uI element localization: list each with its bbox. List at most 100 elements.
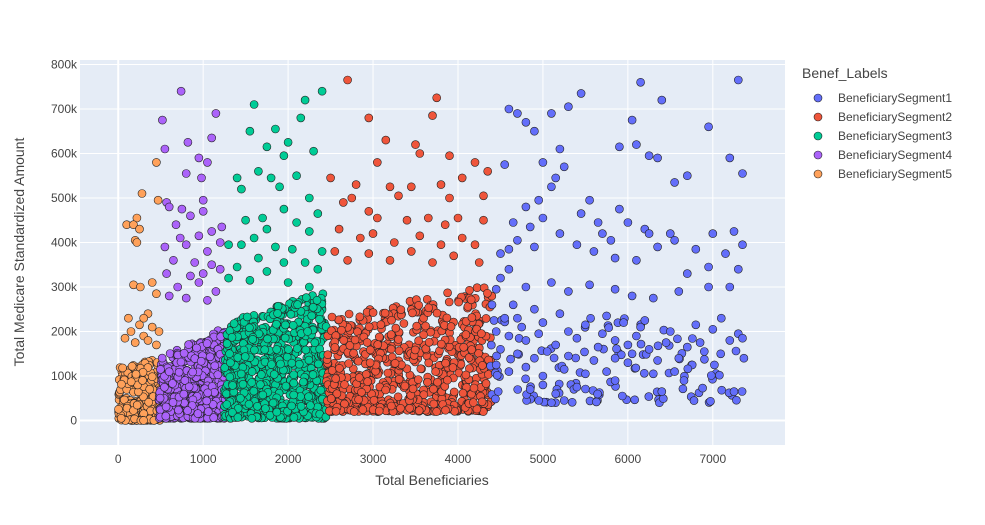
data-point <box>716 313 726 323</box>
data-point <box>294 359 304 369</box>
data-point <box>188 367 197 377</box>
data-point <box>412 321 422 331</box>
data-point <box>304 227 314 236</box>
legend-item[interactable]: BeneficiarySegment5 <box>813 167 952 181</box>
series-BeneficiarySegment5 <box>120 158 164 350</box>
data-point <box>555 144 565 154</box>
data-point <box>126 327 136 336</box>
data-point <box>160 144 170 154</box>
data-point <box>164 367 174 377</box>
data-point <box>332 389 342 399</box>
y-tick-label: 100k <box>51 369 78 383</box>
data-point <box>289 378 299 388</box>
data-point <box>708 324 718 334</box>
data-point <box>416 364 426 374</box>
data-point <box>504 244 514 254</box>
data-point <box>387 315 396 325</box>
data-point <box>164 202 174 212</box>
data-point <box>233 413 243 422</box>
data-point <box>453 213 463 223</box>
data-point <box>448 363 458 372</box>
data-point <box>380 308 390 318</box>
data-point <box>262 267 272 276</box>
data-point <box>198 207 208 216</box>
data-point <box>636 339 646 349</box>
data-point <box>733 264 743 274</box>
data-point <box>293 300 302 309</box>
legend-item[interactable]: BeneficiarySegment1 <box>813 91 952 105</box>
data-point <box>534 329 544 339</box>
data-point <box>215 264 225 274</box>
data-point <box>433 377 442 387</box>
data-point <box>610 336 620 345</box>
data-point <box>406 182 416 192</box>
data-point <box>287 358 297 368</box>
data-point <box>500 313 510 323</box>
data-point <box>165 349 175 358</box>
data-point <box>227 332 237 342</box>
data-point <box>443 288 452 298</box>
data-point <box>343 75 352 85</box>
data-point <box>386 401 396 411</box>
data-point <box>636 78 645 87</box>
data-point <box>129 220 138 229</box>
data-point <box>673 334 682 344</box>
x-tick-label: 1000 <box>190 452 217 466</box>
data-point <box>391 323 401 333</box>
data-point <box>631 363 641 373</box>
data-point <box>120 333 130 343</box>
data-point <box>428 258 437 267</box>
data-point <box>144 397 153 407</box>
data-point <box>542 347 552 356</box>
data-point <box>202 396 211 406</box>
data-point <box>296 113 306 123</box>
data-point <box>689 396 699 405</box>
data-point <box>292 171 301 180</box>
legend-label: BeneficiarySegment3 <box>838 129 952 143</box>
y-tick-label: 200k <box>51 325 78 339</box>
data-point <box>698 383 707 393</box>
data-point <box>326 394 336 403</box>
legend-marker <box>813 169 823 179</box>
y-axis-title: Total Medicare Standardized Amount <box>11 137 27 366</box>
data-point <box>383 368 393 378</box>
data-point <box>386 330 396 339</box>
data-point <box>572 382 582 392</box>
data-point <box>513 349 522 359</box>
data-point <box>340 399 349 409</box>
data-point <box>538 318 548 327</box>
y-tick-label: 400k <box>51 235 78 249</box>
data-point <box>731 346 741 356</box>
data-point <box>372 158 382 167</box>
data-point <box>559 162 569 172</box>
points-layer <box>120 75 747 408</box>
data-point <box>168 379 177 388</box>
data-point <box>410 345 420 355</box>
data-point <box>738 169 747 178</box>
data-point <box>414 406 424 415</box>
data-point <box>593 218 603 227</box>
data-point <box>176 357 186 367</box>
data-point <box>394 191 403 201</box>
data-point <box>138 376 147 385</box>
data-point <box>632 331 641 341</box>
legend-item[interactable]: BeneficiarySegment2 <box>813 110 952 124</box>
data-point <box>610 353 620 363</box>
x-tick-label: 0 <box>115 452 122 466</box>
data-point <box>549 353 559 363</box>
legend-item[interactable]: BeneficiarySegment3 <box>813 129 952 143</box>
data-point <box>364 249 374 258</box>
data-point <box>440 220 450 229</box>
data-point <box>504 264 514 274</box>
data-point <box>124 313 133 323</box>
data-point <box>308 302 318 312</box>
data-point <box>154 327 164 336</box>
data-point <box>247 413 257 423</box>
data-point <box>738 240 747 249</box>
data-point <box>196 356 206 366</box>
data-point <box>708 229 718 238</box>
data-point <box>289 413 299 422</box>
legend-item[interactable]: BeneficiarySegment4 <box>813 148 952 162</box>
data-point <box>547 109 556 118</box>
y-tick-label: 500k <box>51 191 78 205</box>
